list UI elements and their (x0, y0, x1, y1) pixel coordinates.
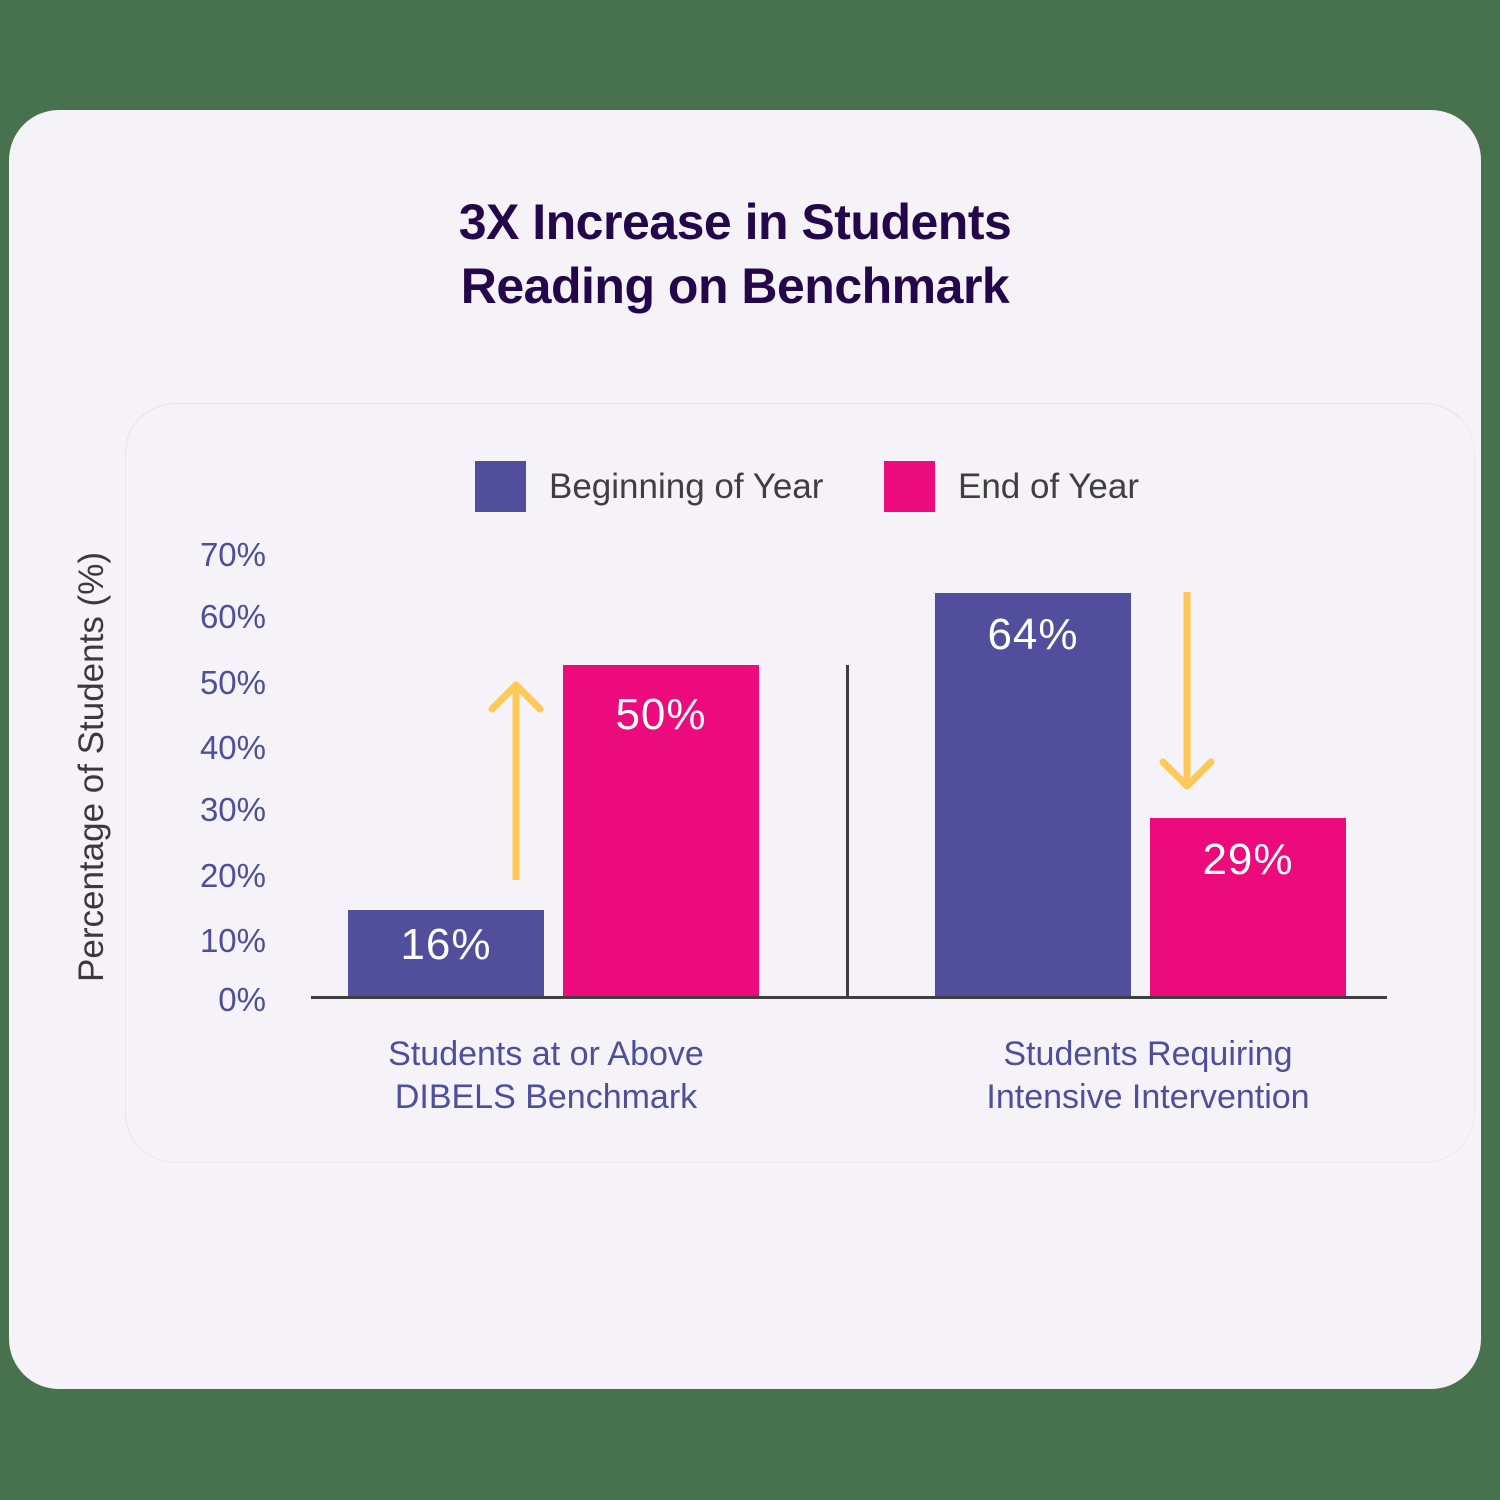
y-axis-label: Percentage of Students (%) (72, 552, 111, 982)
arrow-down-icon (1159, 592, 1215, 790)
legend-swatch-eoy (884, 461, 935, 512)
bar-intervention-end-of-year: 29% (1150, 818, 1346, 997)
category-label-line-1: Students at or Above (388, 1035, 704, 1073)
arrow-up-icon (488, 681, 544, 880)
y-tick-70: 70% (199, 536, 266, 573)
legend-item-beginning-of-year: Beginning of Year (475, 461, 823, 512)
x-axis-line (311, 996, 1387, 999)
bar-value-label: 29% (1202, 835, 1294, 884)
group-divider (846, 665, 849, 998)
legend-label-eoy: End of Year (958, 466, 1139, 506)
category-label-line-1: Students Requiring (1003, 1035, 1293, 1073)
legend-item-end-of-year: End of Year (884, 461, 1139, 512)
bar-value-label: 50% (615, 690, 707, 739)
bar-value-label: 64% (987, 610, 1079, 659)
chart-title-line-1: 3X Increase in Students (458, 194, 1012, 250)
y-tick-30: 30% (199, 791, 266, 828)
y-tick-40: 40% (199, 729, 266, 766)
legend-swatch-boy (475, 461, 526, 512)
y-tick-60: 60% (199, 598, 266, 635)
y-tick-20: 20% (199, 857, 266, 894)
bar-benchmark-beginning-of-year: 16% (348, 910, 544, 997)
bar-benchmark-end-of-year: 50% (563, 665, 759, 997)
y-tick-50: 50% (199, 664, 266, 701)
y-tick-10: 10% (199, 922, 266, 959)
category-label-benchmark: Students at or Above DIBELS Benchmark (346, 1033, 746, 1119)
chart-title: 3X Increase in Students Reading on Bench… (0, 190, 1470, 318)
bar-value-label: 16% (400, 920, 492, 969)
category-label-intervention: Students Requiring Intensive Interventio… (948, 1033, 1348, 1119)
category-label-line-2: DIBELS Benchmark (394, 1078, 698, 1116)
chart-panel (125, 403, 1475, 1163)
legend-label-boy: Beginning of Year (549, 466, 824, 506)
chart-title-line-2: Reading on Benchmark (460, 258, 1010, 314)
y-tick-0: 0% (218, 981, 266, 1018)
category-label-line-2: Intensive Intervention (986, 1078, 1310, 1116)
bar-intervention-beginning-of-year: 64% (935, 593, 1131, 997)
